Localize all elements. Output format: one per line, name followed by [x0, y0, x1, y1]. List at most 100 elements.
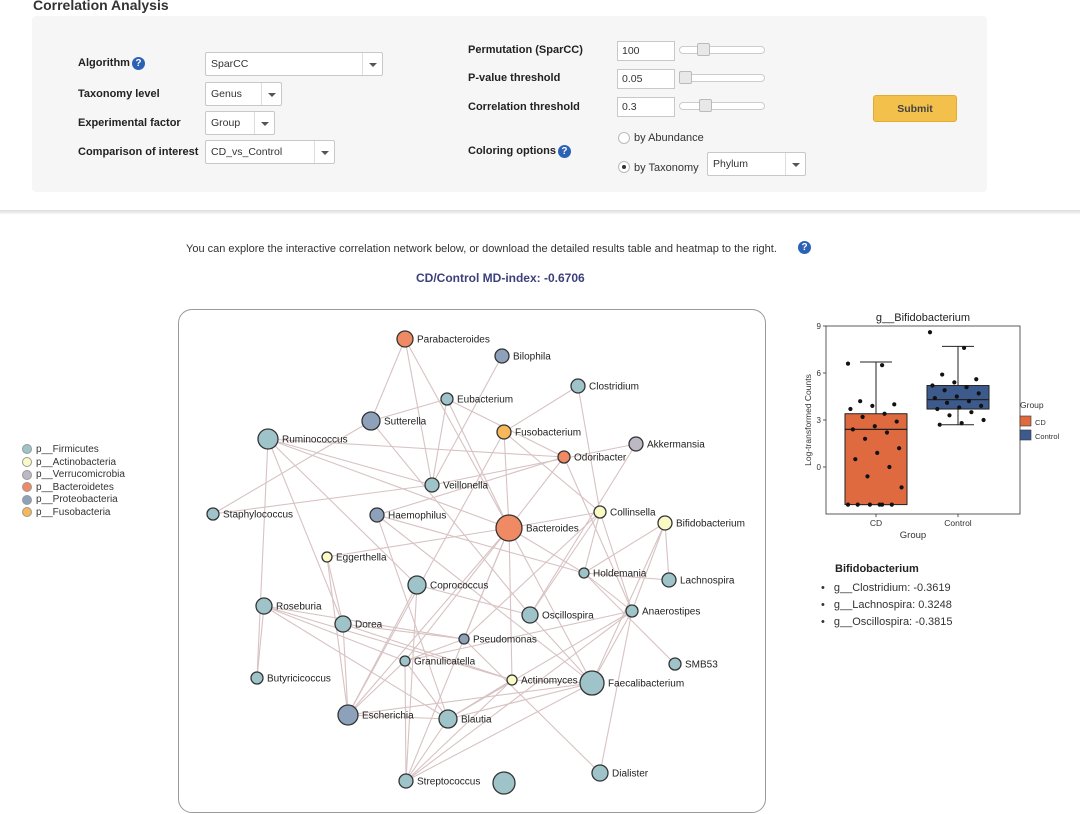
- network-node-circle[interactable]: [625, 604, 639, 618]
- network-node[interactable]: Bilophila: [494, 348, 551, 364]
- network-node[interactable]: Butyricicoccus: [250, 671, 331, 685]
- network-node-circle[interactable]: [398, 773, 414, 789]
- network-node-circle[interactable]: [407, 575, 427, 595]
- legend-item[interactable]: p__Proteobacteria: [22, 494, 125, 507]
- network-node[interactable]: Faecalibacterium: [579, 670, 684, 696]
- network-node-circle[interactable]: [579, 670, 605, 696]
- network-node[interactable]: [492, 771, 516, 795]
- network-node[interactable]: Streptococcus: [398, 773, 480, 789]
- correlation-slider-track[interactable]: [679, 102, 765, 110]
- network-node[interactable]: Eggerthella: [321, 551, 387, 564]
- legend-item[interactable]: p__Firmicutes: [22, 444, 125, 457]
- network-node-circle[interactable]: [440, 392, 454, 406]
- legend-item[interactable]: p__Actinobacteria: [22, 457, 125, 470]
- network-node[interactable]: Dialister: [591, 764, 649, 782]
- correlation-network-panel[interactable]: [178, 309, 766, 813]
- network-node-circle[interactable]: [424, 477, 440, 493]
- network-node[interactable]: Dorea: [334, 615, 383, 633]
- network-node[interactable]: Coprococcus: [407, 575, 488, 595]
- radio-by-taxonomy[interactable]: [618, 161, 630, 173]
- network-node-circle[interactable]: [593, 505, 607, 519]
- network-node-circle[interactable]: [668, 657, 682, 671]
- network-node-circle[interactable]: [438, 709, 458, 729]
- permutation-slider-handle[interactable]: [696, 43, 710, 56]
- network-node-circle[interactable]: [250, 671, 264, 685]
- network-node[interactable]: Veillonella: [424, 477, 488, 493]
- help-icon[interactable]: ?: [131, 57, 145, 70]
- network-node[interactable]: Actinomyces: [506, 674, 578, 687]
- network-node[interactable]: Collinsella: [593, 505, 656, 519]
- submit-button[interactable]: Submit: [873, 95, 957, 122]
- network-node[interactable]: Blautia: [438, 709, 492, 729]
- network-node[interactable]: Odoribacter: [557, 450, 627, 464]
- network-node-circle[interactable]: [494, 348, 510, 364]
- data-point: [942, 388, 947, 393]
- network-node-circle[interactable]: [657, 515, 673, 531]
- help-icon[interactable]: ?: [798, 241, 811, 254]
- network-node-circle[interactable]: [255, 597, 273, 615]
- network-node[interactable]: Bifidobacterium: [657, 515, 745, 531]
- network-node-label: Faecalibacterium: [608, 679, 684, 690]
- comparison-select[interactable]: CD_vs_Control: [205, 140, 335, 164]
- legend-item[interactable]: p__Bacteroidetes: [22, 482, 125, 495]
- network-node[interactable]: Staphylococcus: [206, 507, 293, 521]
- network-node-circle[interactable]: [257, 428, 279, 450]
- network-node[interactable]: Lachnospira: [661, 572, 735, 588]
- legend-item[interactable]: p__Verrucomicrobia: [22, 469, 125, 482]
- network-node-circle[interactable]: [334, 615, 352, 633]
- network-node-circle[interactable]: [337, 704, 359, 726]
- radio-by-abundance[interactable]: [618, 132, 630, 144]
- network-node-circle[interactable]: [496, 424, 512, 440]
- network-node-circle[interactable]: [591, 764, 609, 782]
- network-node[interactable]: Holdemania: [578, 567, 647, 580]
- network-node[interactable]: Sutterella: [361, 411, 427, 431]
- help-icon[interactable]: ?: [557, 145, 571, 158]
- network-node[interactable]: Haemophilus: [369, 507, 446, 523]
- network-node-circle[interactable]: [495, 514, 523, 542]
- network-node[interactable]: Eubacterium: [440, 392, 513, 406]
- algorithm-label: Algorithm?: [78, 57, 145, 70]
- network-node[interactable]: Parabacteroides: [396, 330, 490, 348]
- data-point: [860, 414, 865, 419]
- legend-item[interactable]: p__Fusobacteria: [22, 507, 125, 520]
- network-node-circle[interactable]: [521, 606, 539, 624]
- permutation-input[interactable]: 100: [617, 41, 675, 61]
- experimental-factor-select[interactable]: Group: [205, 111, 275, 135]
- network-node-circle[interactable]: [369, 507, 385, 523]
- network-node[interactable]: Fusobacterium: [496, 424, 581, 440]
- network-node[interactable]: Akkermansia: [628, 436, 705, 452]
- pvalue-slider-handle[interactable]: [679, 71, 692, 84]
- network-node-circle[interactable]: [492, 771, 516, 795]
- permutation-slider-track[interactable]: [679, 46, 765, 54]
- network-node-circle[interactable]: [321, 551, 333, 563]
- network-node-circle[interactable]: [628, 436, 644, 452]
- network-node-circle[interactable]: [458, 633, 470, 645]
- correlation-slider-handle[interactable]: [698, 99, 712, 112]
- network-node-circle[interactable]: [557, 450, 571, 464]
- network-node-circle[interactable]: [570, 378, 586, 394]
- algorithm-select[interactable]: SparCC: [205, 52, 383, 76]
- network-node[interactable]: Escherichia: [337, 704, 414, 726]
- network-node[interactable]: Roseburia: [255, 597, 322, 615]
- network-node[interactable]: Clostridium: [570, 378, 639, 394]
- network-node-circle[interactable]: [396, 330, 414, 348]
- network-node-circle[interactable]: [206, 507, 220, 521]
- network-node-circle[interactable]: [399, 655, 411, 667]
- network-node-circle[interactable]: [661, 572, 677, 588]
- network-node[interactable]: Ruminococcus: [257, 428, 348, 450]
- network-node[interactable]: Pseudomonas: [458, 633, 537, 646]
- pvalue-input[interactable]: 0.05: [617, 69, 675, 89]
- correlation-threshold-input[interactable]: 0.3: [617, 97, 675, 117]
- legend-dot: [22, 444, 32, 455]
- network-node-circle[interactable]: [361, 411, 381, 431]
- taxonomy-level-select[interactable]: Genus: [205, 82, 282, 106]
- coloring-taxonomy-select[interactable]: Phylum: [707, 152, 806, 176]
- network-node[interactable]: Granulicatella: [399, 655, 476, 668]
- network-node[interactable]: Anaerostipes: [625, 604, 700, 618]
- network-node[interactable]: Bacteroides: [495, 514, 579, 542]
- network-node-circle[interactable]: [578, 567, 590, 579]
- network-node[interactable]: Oscillospira: [521, 606, 594, 624]
- network-node-circle[interactable]: [506, 674, 518, 686]
- network-node[interactable]: SMB53: [668, 657, 718, 671]
